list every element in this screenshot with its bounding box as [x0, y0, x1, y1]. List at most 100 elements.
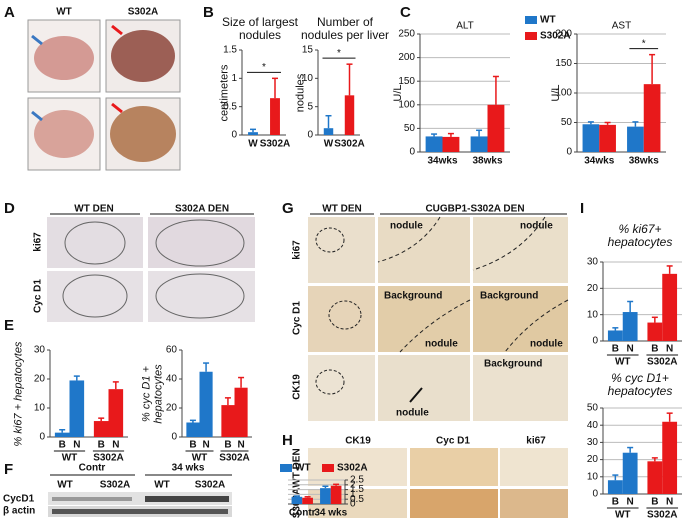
y-tick-label: 200 — [398, 52, 415, 63]
micrograph — [47, 271, 143, 322]
y-tick-label: 200 — [555, 29, 572, 40]
y-tick-label: 30 — [34, 345, 46, 356]
y-tick-label: 1.5 — [223, 45, 237, 56]
micrograph — [148, 271, 255, 322]
legend-label: WT — [540, 15, 556, 26]
bar — [662, 421, 678, 494]
panel-letter: I — [580, 200, 584, 217]
y-tick-label: 60 — [166, 345, 178, 356]
y-tick-label: 50 — [561, 117, 573, 128]
group-label: Contr — [79, 463, 106, 474]
micrograph — [410, 489, 498, 518]
y-tick-label: 0 — [307, 130, 313, 141]
micrograph — [500, 448, 568, 486]
y-tick-label: 20 — [34, 374, 46, 385]
x-tick-label: N — [666, 344, 673, 355]
panel-letter: H — [282, 432, 293, 449]
lane-label: S302A — [195, 480, 226, 491]
y-tick-label: 15 — [302, 45, 314, 56]
row-label: Cyc D1 — [292, 301, 303, 335]
chart-title: Number of nodules per liver — [300, 15, 390, 42]
y-axis-label: % cyc D1 + hepatocytes — [140, 363, 164, 424]
x-tick-label: B — [651, 497, 658, 508]
y-tick-label: 30 — [587, 437, 599, 448]
nodule-border — [472, 216, 546, 271]
y-tick-label: 10 — [302, 73, 314, 84]
lane-label: WT — [57, 480, 73, 491]
column-label: WT DEN — [74, 204, 113, 215]
micrograph — [473, 286, 568, 352]
nodule-border — [377, 216, 441, 263]
column-label: CUGBP1-S302A DEN — [425, 204, 524, 215]
bar — [93, 421, 109, 437]
x-tick-label: N — [666, 497, 673, 508]
bar — [54, 432, 70, 437]
x-tick-label: B — [651, 344, 658, 355]
x-tick-label: B — [612, 497, 619, 508]
x-tick-label: 34wks — [584, 156, 614, 167]
bar — [442, 136, 460, 152]
y-axis-label: % ki67 + hepatocytes — [12, 341, 24, 446]
bar — [599, 124, 616, 152]
y-tick-label: 0.5 — [350, 494, 364, 505]
micrograph — [473, 217, 568, 283]
legend-swatch — [322, 464, 334, 472]
arrow — [31, 110, 43, 122]
panel-letter: B — [203, 4, 214, 21]
significance-mark: * — [642, 38, 646, 49]
arrow — [111, 24, 123, 36]
bar — [643, 84, 661, 152]
bar — [627, 126, 644, 152]
significance-mark: * — [337, 48, 341, 59]
bar — [607, 330, 623, 341]
y-tick-label: 10 — [34, 403, 46, 414]
nodule-outline — [155, 219, 245, 267]
bar — [320, 488, 331, 504]
x-tick-label: B — [59, 440, 66, 451]
column-label: ki67 — [526, 436, 546, 447]
y-tick-label: 0 — [592, 336, 598, 347]
y-tick-label: 0 — [39, 432, 45, 443]
y-tick-label: 30 — [587, 257, 599, 268]
bar — [270, 98, 280, 135]
nodule-outline — [328, 300, 362, 330]
group-label: S302A — [647, 357, 678, 368]
micrograph — [473, 355, 568, 421]
nodule-outline — [315, 369, 345, 395]
chart-title: Size of largest nodules — [221, 15, 299, 42]
micrograph — [308, 286, 375, 352]
chart-title: % cyc D1+ hepatocytes — [607, 371, 673, 398]
bar — [186, 422, 200, 437]
x-tick-label: 34wks — [427, 156, 457, 167]
x-tick-label: W — [324, 139, 334, 150]
bar — [647, 461, 663, 494]
y-axis-label: centimeters — [218, 64, 230, 121]
y-tick-label: 2 — [350, 479, 356, 490]
nodule-outline — [315, 227, 345, 253]
band — [52, 497, 132, 501]
bar — [108, 389, 124, 437]
bar — [234, 387, 248, 437]
y-tick-label: 40 — [587, 420, 599, 431]
panel-letter: F — [4, 461, 13, 478]
panel-letter: D — [4, 200, 15, 217]
arrow — [31, 34, 43, 46]
x-tick-label: W — [248, 139, 258, 150]
bar — [69, 380, 85, 437]
bar — [302, 497, 313, 504]
group-label: WT — [62, 453, 78, 464]
bar — [487, 104, 505, 152]
micrograph — [378, 355, 470, 421]
x-tick-label: B — [98, 440, 105, 451]
column-label: CK19 — [345, 436, 371, 447]
micrograph — [378, 286, 470, 352]
x-tick-label: Contr — [289, 508, 316, 518]
legend-swatch — [280, 464, 292, 472]
chart-title: AST — [612, 21, 631, 32]
nodule-border — [399, 299, 471, 353]
bar — [607, 480, 623, 494]
image-annotation: nodule — [530, 339, 563, 350]
y-tick-label: 1 — [231, 73, 237, 84]
nodule-outline — [64, 221, 126, 265]
